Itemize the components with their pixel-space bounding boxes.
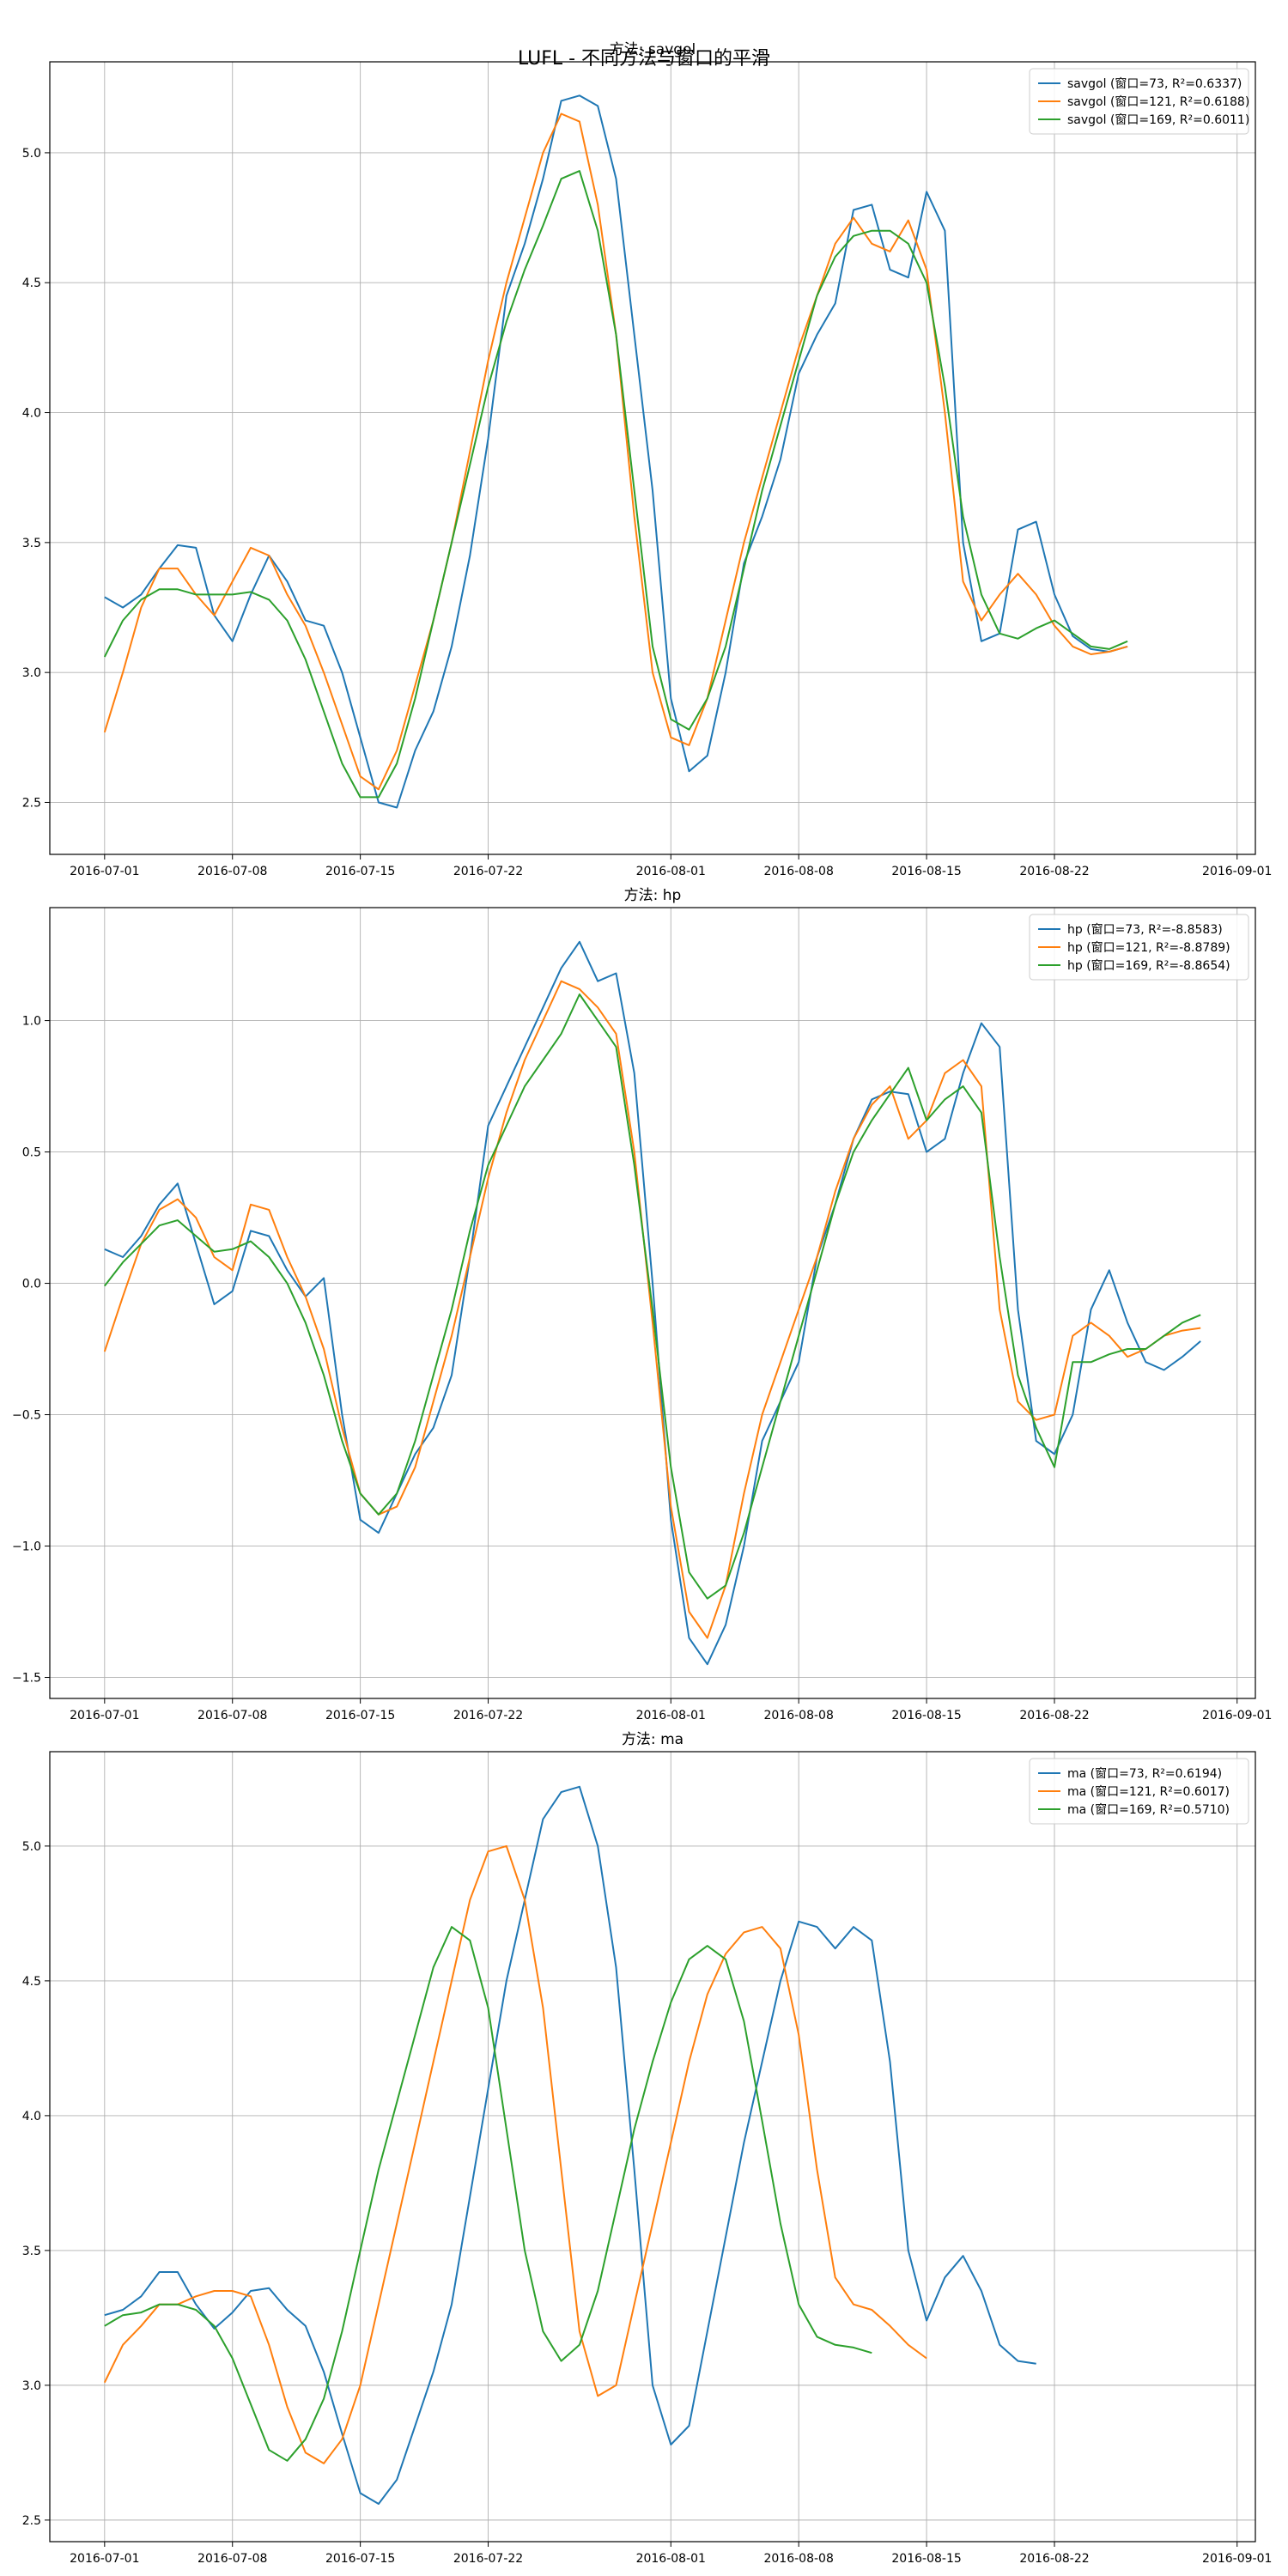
panel-title: 方法: savgol <box>610 41 696 58</box>
series-line-2 <box>103 980 1201 1639</box>
series-line-3 <box>104 1926 872 2462</box>
legend: savgol (窗口=73, R²=0.6337) savgol (窗口=121,… <box>1029 68 1249 135</box>
panel-title: 方法: hp <box>624 887 682 904</box>
legend: hp (窗口=73, R²=-8.8583) hp (窗口=121, R²=-8.… <box>1029 914 1249 981</box>
series-line-3 <box>104 993 1201 1600</box>
legend-box <box>1029 68 1249 135</box>
y-tick-label: 2.5 <box>22 796 41 810</box>
y-tick-label: 0.5 <box>22 1146 41 1160</box>
axes-frame <box>49 61 1256 855</box>
chart-panel-1: 2016-07-01 2016-07-08 2016-07-15 2016-07-22… <box>22 41 1273 878</box>
y-tick-label: 3.5 <box>22 537 41 550</box>
legend-label: hp (窗口=73, R²=-8.8583) <box>1067 922 1223 937</box>
series-line-1 <box>104 1785 1036 2505</box>
chart-panel-3: 2016-07-01 2016-07-08 2016-07-15 2016-07-22… <box>22 1731 1273 2566</box>
series-line-1 <box>104 940 1201 1666</box>
legend-label: ma (窗口=73, R²=0.6194) <box>1067 1766 1222 1781</box>
x-tick-label: 2016-08-01 <box>636 1709 706 1722</box>
y-tick-label: 0.0 <box>22 1278 41 1291</box>
chart-panel-2: 2016-07-01 2016-07-08 2016-07-15 2016-07-22… <box>12 887 1272 1722</box>
x-tick-label: 2016-07-15 <box>325 865 395 878</box>
y-tick-label: 4.0 <box>22 2110 41 2123</box>
legend-label: savgol (窗口=121, R²=0.6188) <box>1067 94 1249 109</box>
x-tick-label: 2016-09-01 <box>1202 2552 1272 2566</box>
legend-label: savgol (窗口=169, R²=0.6011) <box>1067 112 1249 127</box>
x-tick-label: 2016-07-22 <box>453 865 523 878</box>
legend-label: savgol (窗口=73, R²=0.6337) <box>1067 76 1242 91</box>
y-tick-label: 3.5 <box>22 2245 41 2258</box>
x-tick-label: 2016-07-15 <box>325 1709 395 1722</box>
x-tick-label: 2016-09-01 <box>1202 1709 1272 1722</box>
series-line-2 <box>103 112 1128 791</box>
x-tick-label: 2016-08-22 <box>1019 865 1089 878</box>
panel-title: 方法: ma <box>622 1731 683 1748</box>
y-tick-label: 2.5 <box>22 2514 41 2528</box>
x-tick-label: 2016-08-22 <box>1019 1709 1089 1722</box>
legend-label: hp (窗口=169, R²=-8.8654) <box>1067 958 1230 973</box>
series-line-3 <box>103 170 1128 799</box>
y-tick-label: 4.5 <box>22 1975 41 1989</box>
y-tick-label: −0.5 <box>12 1409 41 1423</box>
legend-box <box>1029 1758 1249 1825</box>
axes-frame <box>49 1751 1256 2543</box>
y-tick-label: 4.0 <box>22 407 41 421</box>
y-tick-label: 1.0 <box>22 1015 41 1029</box>
legend-label: hp (窗口=121, R²=-8.8789) <box>1067 940 1230 955</box>
x-tick-label: 2016-08-01 <box>636 865 706 878</box>
y-tick-label: 5.0 <box>22 1840 41 1854</box>
x-tick-label: 2016-07-01 <box>70 2552 139 2566</box>
x-tick-label: 2016-07-08 <box>197 1709 267 1722</box>
x-tick-label: 2016-08-08 <box>763 865 833 878</box>
series-line-2 <box>103 1844 927 2464</box>
legend-label: ma (窗口=121, R²=0.6017) <box>1067 1784 1230 1799</box>
x-tick-label: 2016-08-15 <box>891 2552 961 2566</box>
y-tick-label: 3.0 <box>22 666 41 680</box>
y-tick-label: 5.0 <box>22 147 41 161</box>
legend: ma (窗口=73, R²=0.6194) ma (窗口=121, R²=0.60… <box>1029 1758 1249 1825</box>
y-tick-label: 3.0 <box>22 2379 41 2393</box>
y-tick-label: −1.0 <box>12 1540 41 1554</box>
x-tick-label: 2016-08-22 <box>1019 2552 1089 2566</box>
x-tick-label: 2016-08-08 <box>763 1709 833 1722</box>
x-tick-label: 2016-07-15 <box>325 2552 395 2566</box>
y-tick-label: −1.5 <box>12 1672 41 1686</box>
x-tick-label: 2016-09-01 <box>1202 865 1272 878</box>
x-tick-label: 2016-07-22 <box>453 1709 523 1722</box>
x-tick-label: 2016-07-08 <box>197 2552 267 2566</box>
x-tick-label: 2016-07-01 <box>70 1709 139 1722</box>
x-tick-label: 2016-08-15 <box>891 865 961 878</box>
x-tick-label: 2016-07-22 <box>453 2552 523 2566</box>
x-tick-label: 2016-08-15 <box>891 1709 961 1722</box>
figure-title: LUFL - 不同方法与窗口的平滑 <box>517 48 771 70</box>
x-tick-label: 2016-08-08 <box>763 2552 833 2566</box>
legend-box <box>1029 914 1249 981</box>
x-tick-label: 2016-07-08 <box>197 865 267 878</box>
x-tick-label: 2016-07-01 <box>70 865 139 878</box>
x-tick-label: 2016-08-01 <box>636 2552 706 2566</box>
legend-label: ma (窗口=169, R²=0.5710) <box>1067 1802 1230 1817</box>
y-tick-label: 4.5 <box>22 276 41 290</box>
series-line-1 <box>104 94 1128 809</box>
axes-frame <box>49 907 1256 1699</box>
